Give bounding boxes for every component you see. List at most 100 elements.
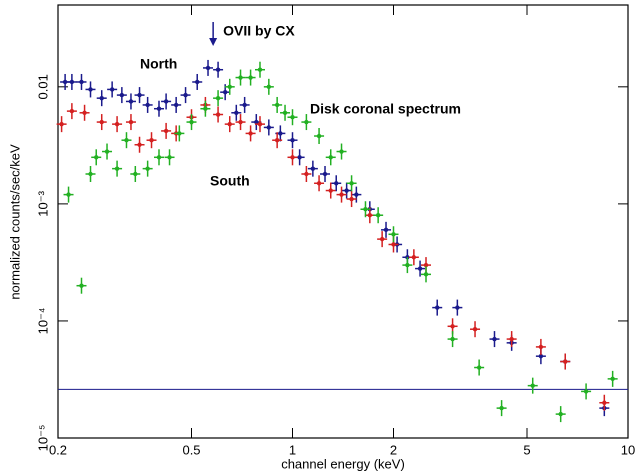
data-point	[142, 96, 153, 113]
marker	[316, 133, 322, 139]
marker	[282, 110, 288, 115]
marker	[257, 121, 263, 127]
data-point	[164, 149, 175, 166]
marker	[450, 324, 455, 329]
marker	[128, 99, 134, 104]
marker	[379, 236, 385, 242]
marker	[423, 272, 429, 277]
data-point	[235, 114, 246, 131]
data-point	[63, 186, 74, 203]
marker	[248, 131, 253, 136]
data-point	[174, 125, 185, 142]
marker	[215, 95, 221, 101]
data-point	[360, 201, 371, 218]
marker	[94, 155, 99, 160]
marker	[290, 115, 295, 120]
data-point	[280, 104, 291, 121]
data-point	[272, 96, 283, 113]
data-point	[336, 143, 347, 160]
marker	[304, 171, 309, 177]
data-point	[301, 165, 312, 182]
data-point	[496, 400, 507, 417]
marker	[411, 255, 417, 260]
marker	[128, 119, 134, 125]
marker	[583, 389, 589, 394]
data-point	[79, 104, 90, 121]
data-point	[112, 160, 123, 177]
data-point	[254, 61, 265, 78]
marker	[290, 137, 295, 143]
marker	[349, 196, 354, 202]
data-point	[171, 96, 182, 113]
marker	[133, 171, 138, 177]
data-point	[452, 299, 463, 316]
marker	[203, 106, 208, 111]
marker	[328, 188, 333, 193]
data-point	[213, 106, 224, 123]
marker	[62, 79, 68, 85]
data-point	[213, 90, 224, 107]
data-point	[373, 207, 384, 224]
data-point	[287, 132, 298, 149]
data-point	[235, 69, 246, 86]
marker	[257, 67, 263, 72]
marker	[610, 376, 615, 382]
marker	[367, 213, 373, 218]
series-label: South	[210, 173, 250, 189]
marker	[455, 305, 460, 310]
marker	[145, 102, 150, 108]
marker	[88, 171, 93, 177]
marker	[163, 128, 169, 134]
marker	[530, 383, 535, 388]
marker	[59, 121, 64, 127]
marker	[69, 79, 75, 85]
data-point	[301, 114, 312, 131]
data-point	[213, 61, 224, 78]
data-point	[314, 128, 325, 145]
data-point	[527, 377, 538, 394]
marker	[344, 188, 349, 193]
marker	[266, 125, 272, 130]
marker	[297, 155, 302, 160]
data-point	[76, 277, 87, 294]
data-point	[134, 87, 145, 104]
data-point	[388, 226, 399, 243]
marker	[339, 149, 344, 154]
marker	[476, 365, 482, 370]
marker	[538, 353, 544, 359]
marker	[222, 89, 228, 95]
data-point	[421, 266, 432, 283]
data-point	[125, 93, 136, 110]
data-point	[112, 116, 123, 133]
data-point	[96, 114, 107, 131]
data-point	[325, 182, 336, 199]
marker	[227, 84, 232, 90]
data-point	[76, 73, 87, 90]
marker	[328, 155, 333, 160]
marker	[205, 65, 211, 71]
marker	[195, 79, 200, 85]
marker	[163, 99, 169, 104]
marker	[538, 344, 544, 350]
x-axis-label: channel energy (keV)	[281, 456, 405, 471]
data-point	[470, 321, 481, 338]
marker	[602, 400, 607, 405]
marker	[274, 137, 280, 143]
marker	[234, 110, 239, 115]
marker	[156, 106, 162, 111]
data-point	[153, 149, 164, 166]
marker	[254, 119, 259, 125]
marker	[391, 232, 396, 237]
marker	[423, 262, 429, 268]
marker	[227, 121, 232, 127]
data-point	[107, 81, 118, 98]
marker	[145, 166, 150, 171]
marker	[339, 192, 344, 197]
data-point	[307, 160, 318, 177]
marker	[104, 149, 110, 154]
marker	[509, 336, 514, 342]
data-point	[506, 331, 517, 348]
data-point	[432, 299, 443, 316]
marker	[450, 336, 455, 342]
